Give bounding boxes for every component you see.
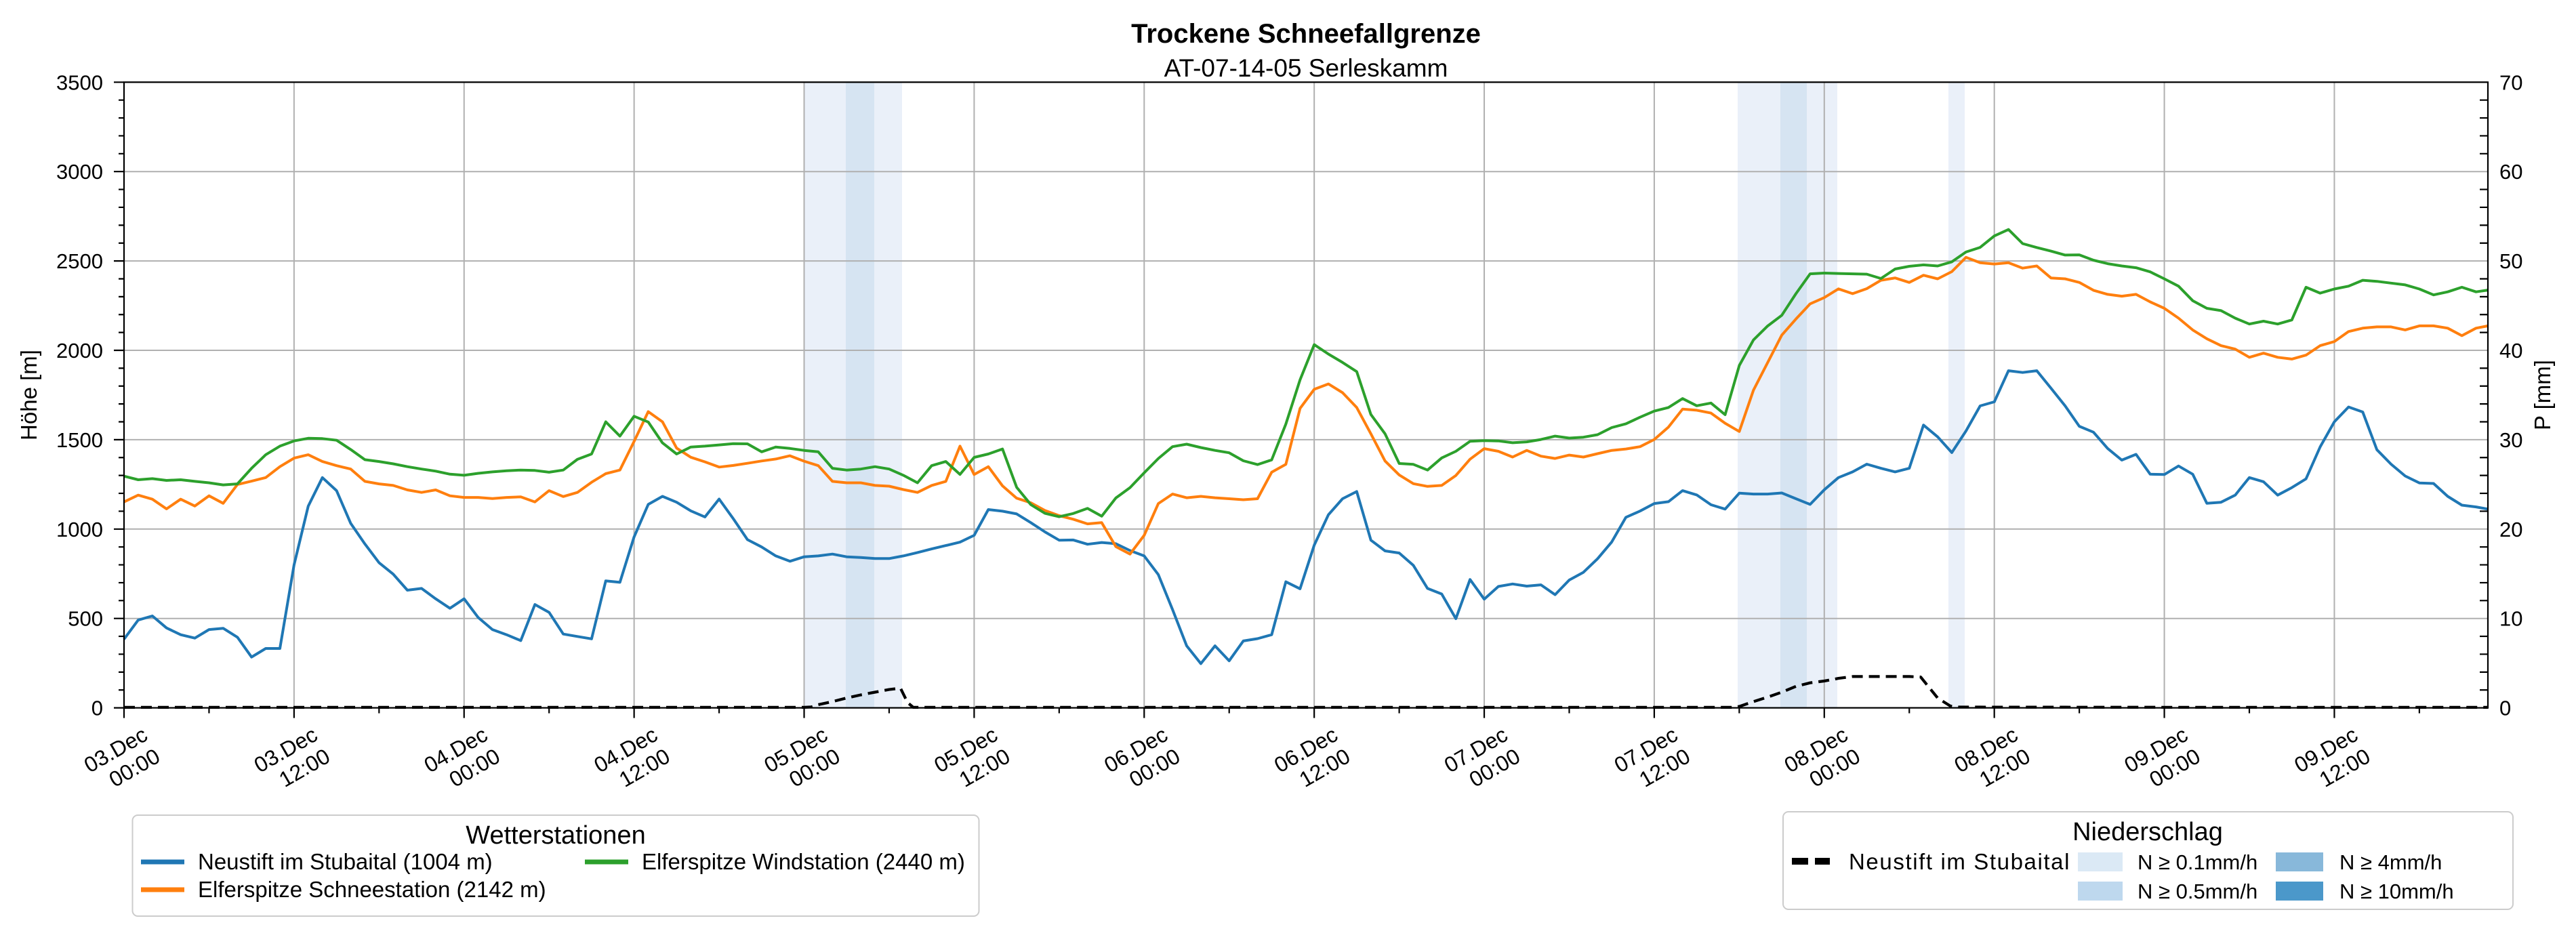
svg-text:30: 30 [2499,428,2522,452]
svg-text:70: 70 [2499,70,2522,94]
svg-text:0: 0 [2499,697,2511,720]
svg-text:40: 40 [2499,339,2522,363]
svg-text:Höhe [m]: Höhe [m] [16,350,41,440]
svg-text:N ≥ 10mm/h: N ≥ 10mm/h [2339,880,2454,903]
svg-text:50: 50 [2499,249,2522,273]
svg-text:2500: 2500 [56,249,103,273]
svg-text:P [mm]: P [mm] [2530,360,2555,430]
svg-text:N ≥ 0.1mm/h: N ≥ 0.1mm/h [2138,850,2257,874]
svg-text:N ≥ 4mm/h: N ≥ 4mm/h [2339,850,2442,874]
svg-text:Niederschlag: Niederschlag [2072,818,2223,846]
svg-text:AT-07-14-05 Serleskamm: AT-07-14-05 Serleskamm [1164,54,1448,82]
svg-text:Neustift im Stubaital: Neustift im Stubaital [1849,849,2070,874]
svg-text:Neustift im Stubaital (1004 m): Neustift im Stubaital (1004 m) [198,849,493,874]
svg-text:Wetterstationen: Wetterstationen [466,821,645,850]
svg-text:500: 500 [68,607,103,631]
svg-text:3000: 3000 [56,160,103,184]
svg-text:Trockene Schneefallgrenze: Trockene Schneefallgrenze [1131,19,1481,49]
svg-text:3500: 3500 [56,70,103,94]
svg-text:0: 0 [91,697,103,720]
svg-text:10: 10 [2499,607,2522,631]
svg-text:1500: 1500 [56,428,103,452]
svg-text:20: 20 [2499,518,2522,541]
svg-text:N ≥ 0.5mm/h: N ≥ 0.5mm/h [2138,880,2257,903]
svg-text:2000: 2000 [56,339,103,363]
svg-text:Elferspitze Windstation (2440: Elferspitze Windstation (2440 m) [642,849,965,874]
svg-text:1000: 1000 [56,518,103,541]
svg-text:60: 60 [2499,160,2522,184]
svg-text:Elferspitze Schneestation (214: Elferspitze Schneestation (2142 m) [198,877,546,902]
